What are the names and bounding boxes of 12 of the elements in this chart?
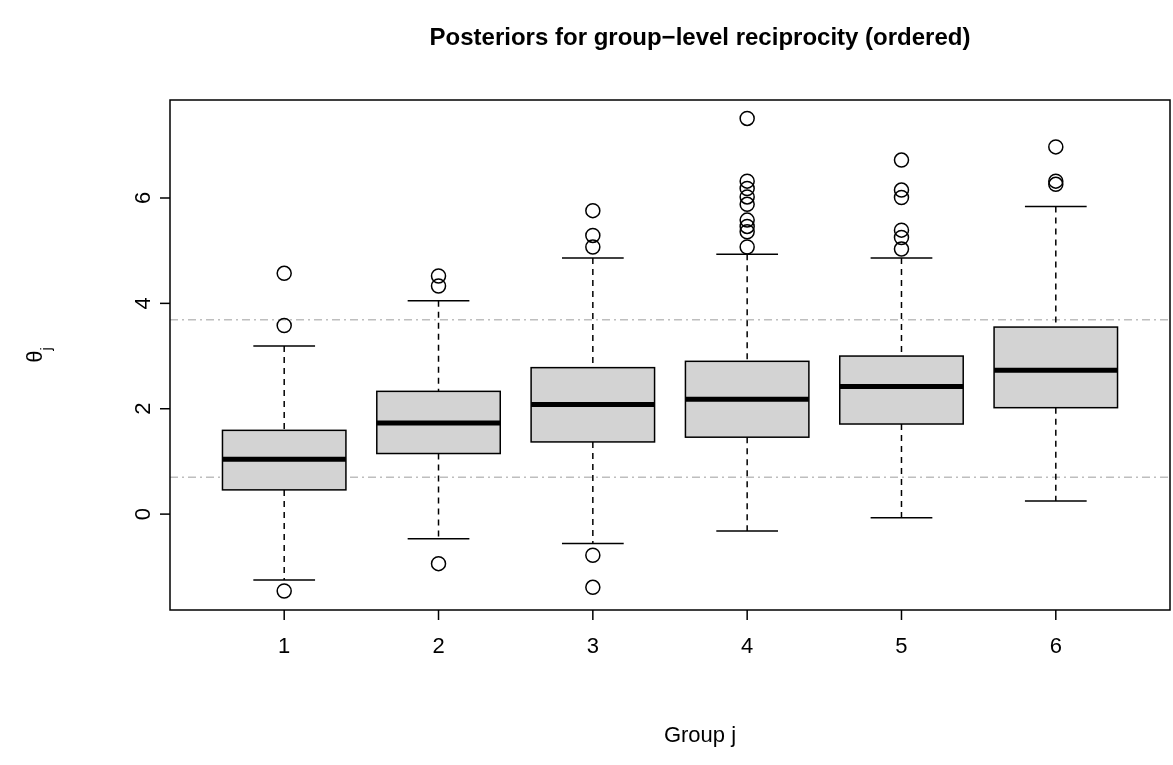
x-tick-label: 6 [1049, 633, 1062, 658]
x-tick-label: 1 [278, 633, 291, 658]
y-tick-label: 2 [130, 402, 155, 415]
y-tick-label: 0 [130, 507, 155, 521]
y-tick-label: 6 [130, 191, 155, 205]
x-axis-title: Group j [663, 722, 737, 747]
x-tick-label: 5 [895, 633, 908, 658]
y-tick-label: 4 [130, 297, 155, 310]
x-tick-label: 2 [432, 633, 445, 658]
x-tick-label: 3 [586, 633, 599, 658]
chart-title: Posteriors for group−level reciprocity (ordered) [429, 23, 971, 50]
x-tick-label: 4 [741, 633, 754, 658]
